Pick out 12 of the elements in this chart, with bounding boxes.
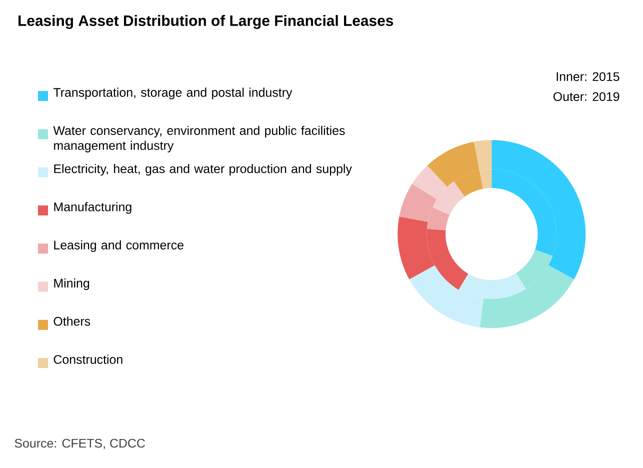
chart-title: Leasing Asset Distribution of Large Financial Leases xyxy=(18,15,394,29)
legend-label: Transportation, storage and postal industry xyxy=(53,88,292,100)
legend-label: Manufacturing xyxy=(54,202,132,214)
source-note: Source: CFETS, CDCC xyxy=(14,438,145,450)
text: Outer: 2019 xyxy=(553,92,620,102)
legend-label: Leasing and commerce xyxy=(54,240,184,252)
legend-label: Water conservancy, environment and public facilities management industry xyxy=(53,126,345,152)
text: Inner: 2015 xyxy=(556,72,620,82)
legend-label: Others xyxy=(54,316,90,326)
legend-label: Construction xyxy=(54,354,122,364)
legend-label: Electricity, heat, gas and water production and supply xyxy=(54,164,352,176)
legend-label: Mining xyxy=(54,278,90,290)
